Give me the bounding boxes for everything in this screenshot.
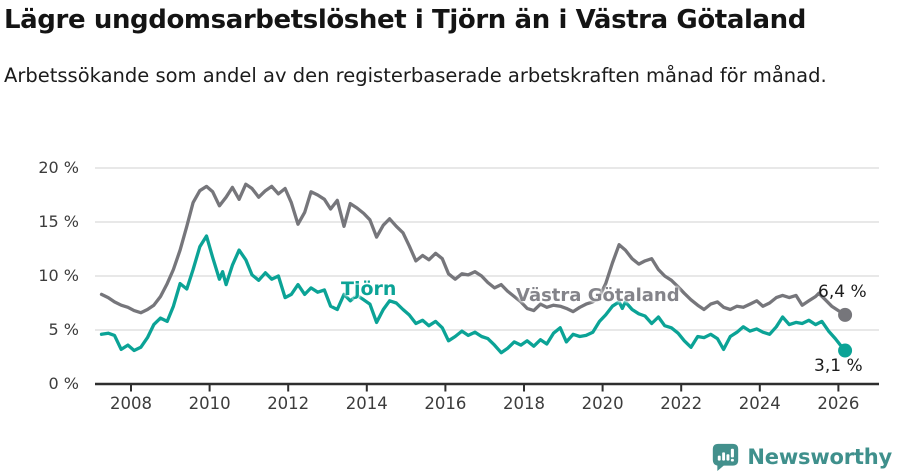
- x-axis-label: 2024: [738, 394, 781, 413]
- x-axis-label: 2016: [424, 394, 467, 413]
- x-axis-label: 2008: [110, 394, 152, 413]
- x-axis-label: 2010: [188, 394, 231, 413]
- y-axis-label: 15 %: [38, 212, 79, 231]
- end-dot-vastra-gotaland: [838, 307, 853, 322]
- y-axis-label: 0 %: [48, 374, 79, 393]
- x-axis-label: 2012: [267, 394, 310, 413]
- x-axis-label: 2020: [581, 394, 624, 413]
- series-line-tjorn: [99, 234, 847, 355]
- end-dot-tjorn: [838, 343, 853, 358]
- y-axis-label: 20 %: [38, 158, 79, 177]
- newsworthy-wordmark: Newsworthy: [747, 444, 892, 469]
- end-value-label-vastra-gotaland: 6,4 %: [818, 282, 867, 302]
- x-axis-label: 2018: [503, 394, 545, 413]
- newsworthy-bubble-icon: [713, 443, 739, 471]
- series-line-vastra-gotaland: [99, 182, 847, 317]
- x-axis-label: 2026: [817, 394, 860, 413]
- page-title: Lägre ungdomsarbetslöshet i Tjörn än i V…: [4, 5, 806, 35]
- chart-subtitle: Arbetssökande som andel av den registerb…: [4, 64, 827, 87]
- y-axis-labels: 20 % 15 % 10 % 5 % 0 %: [0, 0, 79, 474]
- series-label-vastra-gotaland: Västra Götaland: [516, 285, 680, 306]
- x-axis-label: 2022: [660, 394, 703, 413]
- newsworthy-logo[interactable]: Newsworthy: [711, 442, 892, 471]
- y-axis-label: 10 %: [38, 266, 79, 285]
- y-axis-label: 5 %: [48, 320, 79, 339]
- series-label-tjorn: Tjörn: [341, 278, 397, 300]
- x-axis-label: 2014: [345, 394, 388, 413]
- end-value-label-tjorn: 3,1 %: [814, 356, 863, 376]
